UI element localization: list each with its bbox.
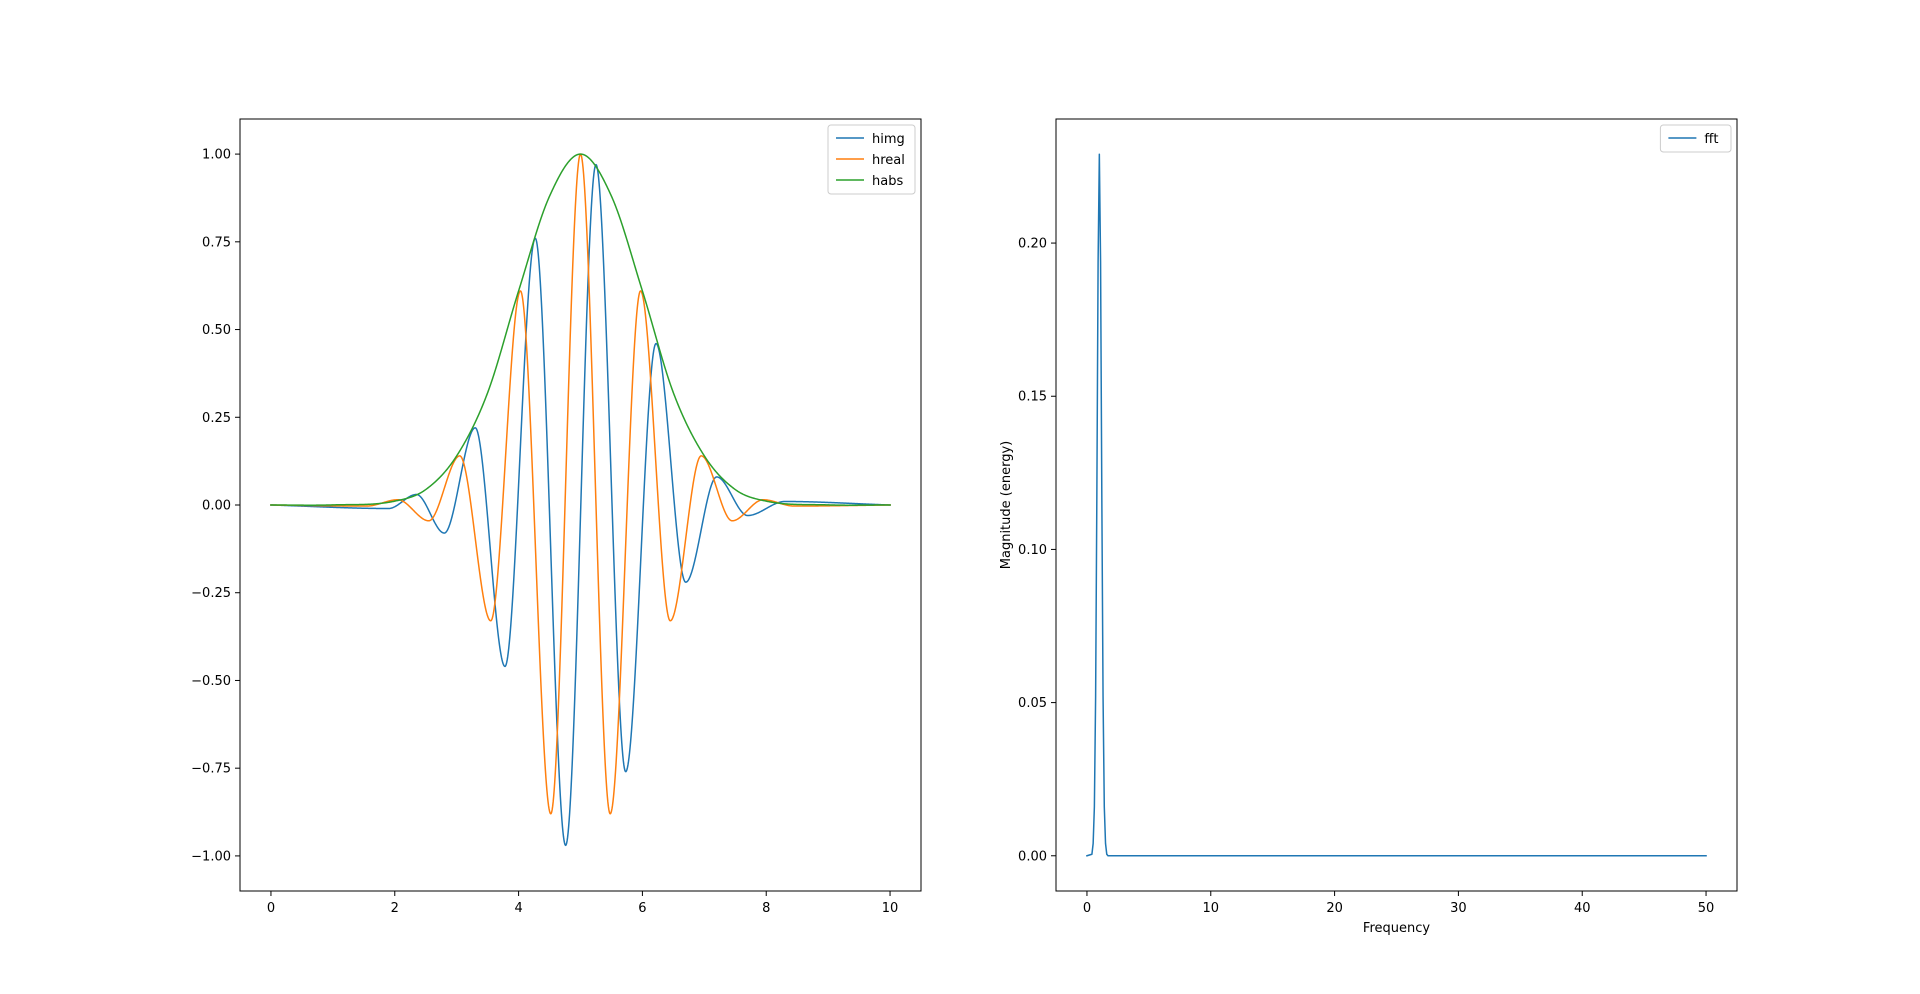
series-group	[270, 153, 891, 847]
y-tick-label: 0.10	[1018, 543, 1047, 558]
series-line-habs	[270, 153, 891, 506]
y-tick-label: 0.15	[1018, 390, 1047, 405]
x-tick-label: 10	[882, 901, 899, 916]
x-tick-label: 4	[514, 901, 522, 916]
x-tick-label: 40	[1574, 901, 1591, 916]
y-tick-label: 0.20	[1018, 237, 1047, 252]
series-line-himg	[270, 163, 891, 847]
y-tick-label: 1.00	[202, 148, 231, 163]
y-tick-label: 0.00	[202, 499, 231, 514]
series-group	[1086, 153, 1707, 857]
legend-label-himg: himg	[872, 132, 905, 147]
x-tick-label: 6	[638, 901, 646, 916]
x-tick-label: 30	[1450, 901, 1467, 916]
legend-label-habs: habs	[872, 174, 903, 189]
legend: himg hreal habs	[827, 124, 916, 195]
x-tick-label: 20	[1326, 901, 1343, 916]
y-tick-label: −0.25	[191, 586, 231, 601]
left-chart: 0 2 4 6 8 10 1.00 0.75 0.50 0.25 0.00 −0.25 −0.50 −0.…	[191, 118, 922, 916]
x-tick-label: 10	[1202, 901, 1219, 916]
legend-label-fft: fft	[1704, 132, 1718, 147]
y-tick-label: 0.05	[1018, 696, 1047, 711]
legend: fft	[1659, 124, 1732, 153]
legend-label-hreal: hreal	[872, 153, 905, 168]
series-line-fft	[1086, 153, 1707, 857]
x-tick-label: 0	[1083, 901, 1091, 916]
right-chart: 0 10 20 30 40 50 0.00 0.05 0.10 0.15 0.20 Frequency…	[999, 118, 1738, 936]
axes-frame	[1055, 118, 1738, 892]
y-tick-label: 0.00	[1018, 849, 1047, 864]
y-tick-label: 0.50	[202, 323, 231, 338]
y-tick-label: −1.00	[191, 849, 231, 864]
legend-box	[827, 124, 916, 195]
y-tick-label: −0.75	[191, 762, 231, 777]
x-tick-label: 0	[267, 901, 275, 916]
y-tick-label: 0.75	[202, 235, 231, 250]
y-tick-label: −0.50	[191, 674, 231, 689]
y-tick-label: 0.25	[202, 411, 231, 426]
x-tick-label: 50	[1698, 901, 1715, 916]
x-tick-label: 2	[391, 901, 399, 916]
x-tick-label: 8	[762, 901, 770, 916]
y-axis-label: Magnitude (energy)	[999, 441, 1014, 569]
x-axis-label: Frequency	[1363, 921, 1430, 936]
